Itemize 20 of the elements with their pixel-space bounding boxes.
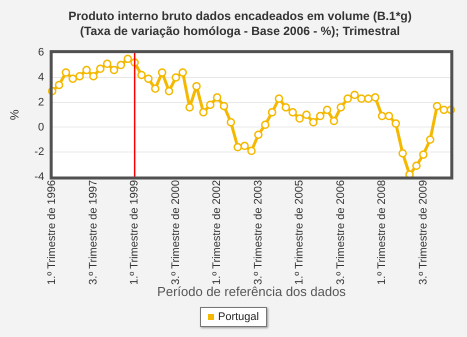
y-tick-label: 6: [38, 46, 44, 59]
legend-label: Portugal: [218, 311, 259, 323]
x-tick-label: 3.º Trimestre de 2003: [252, 180, 264, 285]
chart-title: Produto interno bruto dados encadeados em volume (B.1*g) (Taxa de variação homóloga - Base 2006 - %); Trimestral: [67, 9, 413, 39]
x-tick-label: 1.º Trimestre de 1999: [128, 180, 141, 285]
x-tick-label: 1.º Trimestre de 2008: [376, 180, 388, 285]
y-tick-label: 2: [38, 96, 44, 108]
y-axis-title: %: [8, 109, 22, 120]
x-tick-label: 1.º Trimestre de 1996: [46, 180, 58, 285]
x-tick-label: 3.º Trimestre de 2006: [334, 180, 347, 285]
y-tick-label: 0: [38, 121, 44, 134]
y-tick-label: -2: [34, 146, 44, 158]
x-tick-label: 3.º Trimestre de 2009: [417, 180, 430, 285]
y-tick-label: -4: [34, 171, 44, 184]
x-tick-label: 3.º Trimestre de 1997: [87, 180, 100, 285]
x-axis-title: Período de referência dos dados: [157, 284, 346, 299]
x-tick-label: 1.º Trimestre de 2005: [294, 180, 306, 285]
x-tick-label: 3.º Trimestre de 2000: [170, 180, 182, 285]
y-tick-label: 4: [38, 72, 44, 84]
x-tick-label: 1.º Trimestre de 2002: [211, 180, 224, 285]
